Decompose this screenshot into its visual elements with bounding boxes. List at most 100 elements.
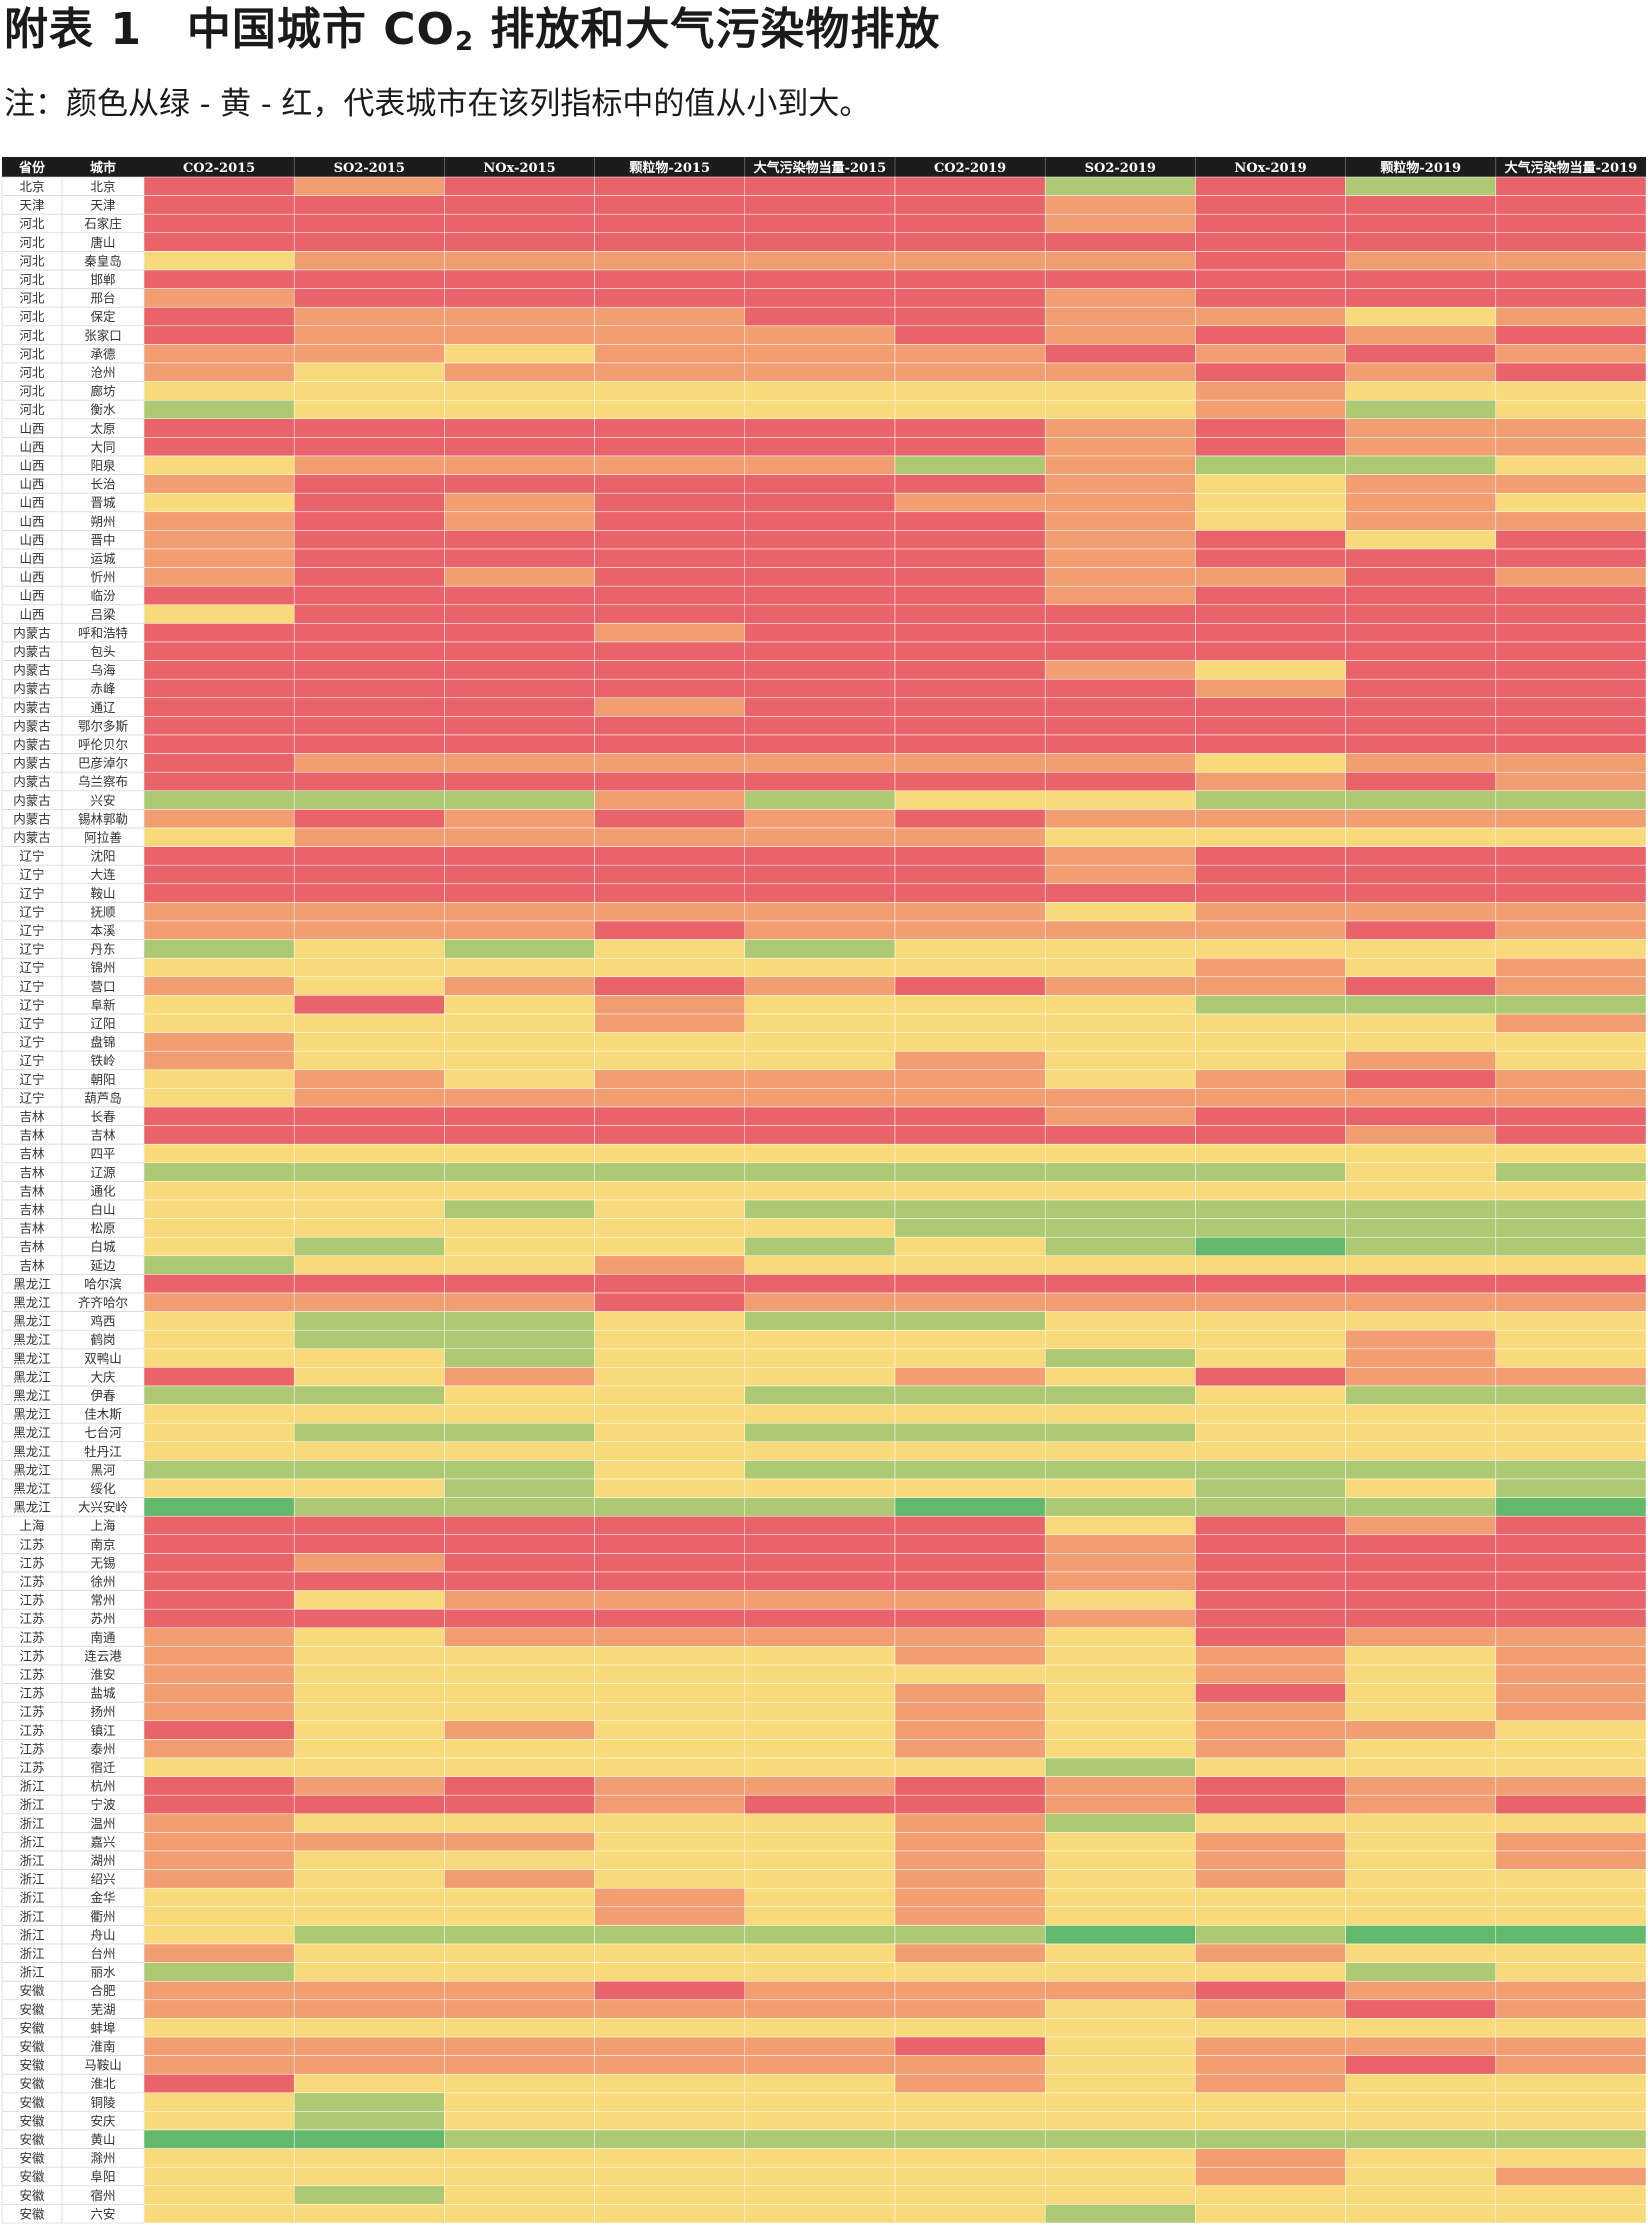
- heatmap-cell: [143, 1143, 295, 1164]
- city-label: 运城: [90, 551, 116, 566]
- heatmap-cell: [744, 1757, 896, 1777]
- heatmap-cell: [444, 1887, 595, 1908]
- heatmap-cell: [894, 1497, 1046, 1517]
- heatmap-cell: [894, 2185, 1046, 2205]
- heatmap-cell: [293, 1646, 445, 1666]
- heatmap-cell: [1044, 1497, 1196, 1517]
- province-label: 河北: [19, 235, 45, 250]
- heatmap-cell: [1495, 809, 1647, 829]
- province-label: 河北: [19, 309, 45, 324]
- heatmap-cell: [293, 2166, 445, 2187]
- heatmap-cell: [143, 1311, 295, 1331]
- heatmap-cell: [1345, 2111, 1497, 2131]
- city-label: 丹东: [90, 942, 115, 957]
- heatmap-cell: [1495, 492, 1647, 513]
- heatmap-cell: [894, 920, 1046, 940]
- heatmap-cell: [1195, 1664, 1346, 1684]
- heatmap-cell: [1195, 1348, 1346, 1368]
- heatmap-cell: [444, 288, 595, 308]
- heatmap-cell: [594, 437, 746, 457]
- heatmap-cell: [1495, 474, 1647, 494]
- heatmap-cell: [444, 1534, 595, 1554]
- heatmap-cell: [894, 1627, 1046, 1647]
- heatmap-cell: [1345, 1701, 1497, 1722]
- heatmap-cell: [744, 1608, 896, 1629]
- heatmap-cell: [1195, 492, 1346, 513]
- heatmap-cell: [894, 585, 1046, 606]
- heatmap-cell: [1195, 1255, 1346, 1275]
- heatmap-cell: [594, 2148, 746, 2168]
- heatmap-cell: [1345, 437, 1497, 457]
- heatmap-cell: [293, 176, 445, 196]
- heatmap-cell: [444, 1162, 595, 1182]
- heatmap-cell: [744, 1478, 896, 1498]
- heatmap-cell: [1495, 846, 1647, 866]
- heatmap-cell: [1044, 1776, 1196, 1796]
- heatmap-cell: [143, 492, 295, 513]
- heatmap-cell: [1044, 455, 1196, 475]
- heatmap-cell: [594, 362, 746, 382]
- heatmap-cell: [444, 213, 595, 234]
- heatmap-cell: [293, 344, 445, 364]
- heatmap-cell: [744, 864, 896, 885]
- heatmap-cell: [444, 1906, 595, 1926]
- heatmap-cell: [744, 1683, 896, 1703]
- heatmap-cell: [143, 251, 295, 271]
- heatmap-cell: [143, 1794, 295, 1815]
- heatmap-cell: [594, 1646, 746, 1666]
- heatmap-cell: [143, 455, 295, 475]
- heatmap-cell: [894, 623, 1046, 643]
- heatmap-cell: [143, 716, 295, 736]
- heatmap-cell: [293, 232, 445, 252]
- heatmap-cell: [444, 1311, 595, 1331]
- heatmap-cell: [444, 1218, 595, 1238]
- heatmap-cell: [1044, 1832, 1196, 1852]
- heatmap-cell: [894, 1813, 1046, 1833]
- heatmap-cell: [894, 1515, 1046, 1536]
- heatmap-cell: [1345, 1274, 1497, 1294]
- heatmap-cell: [594, 1478, 746, 1498]
- heatmap-cell: [1195, 1478, 1346, 1498]
- heatmap-cell: [1195, 2148, 1346, 2168]
- heatmap-cell: [594, 1013, 746, 1033]
- heatmap-cell: [1044, 511, 1196, 531]
- heatmap-cell: [143, 753, 295, 773]
- heatmap-cell: [744, 1813, 896, 1833]
- heatmap-cell: [1495, 399, 1647, 420]
- heatmap-cell: [594, 1553, 746, 1573]
- heatmap-cell: [444, 864, 595, 885]
- city-label: 唐山: [90, 235, 115, 250]
- heatmap-cell: [1345, 1646, 1497, 1666]
- heatmap-cell: [594, 734, 746, 754]
- heatmap-cell: [1195, 325, 1346, 345]
- heatmap-cell: [293, 1553, 445, 1573]
- heatmap-cell: [1195, 1088, 1346, 1108]
- province-label: 安徽: [19, 2076, 45, 2091]
- heatmap-cell: [1345, 344, 1497, 364]
- city-label: 吕梁: [90, 607, 116, 622]
- heatmap-cell: [1345, 1125, 1497, 1145]
- heatmap-cell: [143, 1125, 295, 1145]
- heatmap-cell: [1044, 995, 1196, 1015]
- heatmap-cell: [444, 1608, 595, 1629]
- heatmap-cell: [594, 697, 746, 717]
- heatmap-cell: [1195, 1962, 1346, 1982]
- heatmap-cell: [143, 846, 295, 866]
- heatmap-cell: [1044, 790, 1196, 810]
- heatmap-cell: [594, 1887, 746, 1908]
- heatmap-cell: [1044, 2166, 1196, 2187]
- heatmap-cell: [1195, 1683, 1346, 1703]
- heatmap-cell: [1495, 2092, 1647, 2112]
- heatmap-cell: [1195, 1106, 1346, 1126]
- heatmap-cell: [744, 1385, 896, 1405]
- heatmap-cell: [444, 2111, 595, 2131]
- heatmap-cell: [894, 641, 1046, 661]
- city-label: 白山: [90, 1202, 115, 1217]
- heatmap-cell: [1345, 548, 1497, 568]
- heatmap-cell: [1044, 306, 1196, 327]
- heatmap-cell: [1044, 1534, 1196, 1554]
- heatmap-cell: [894, 734, 1046, 754]
- city-label: 邢台: [90, 291, 115, 306]
- heatmap-cell: [894, 455, 1046, 475]
- city-label: 双鸭山: [84, 1351, 122, 1366]
